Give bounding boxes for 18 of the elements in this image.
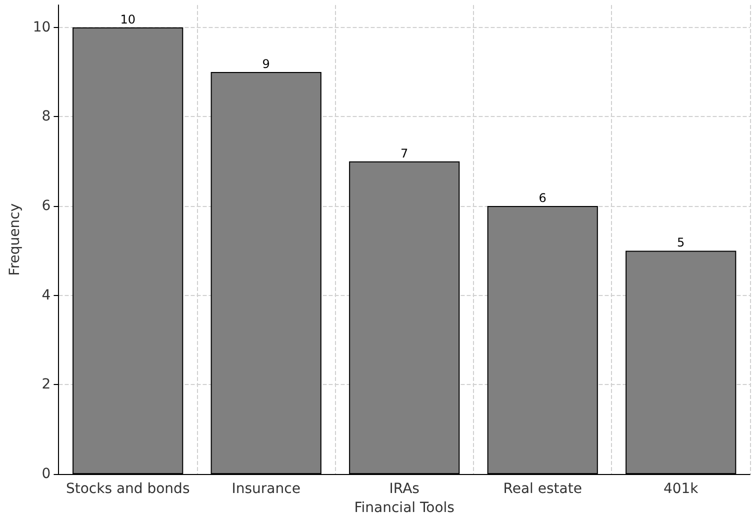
y-tick-label: 10 xyxy=(32,19,51,36)
x-tick-label: Stocks and bonds xyxy=(66,481,190,498)
x-tick-label: Real estate xyxy=(503,481,582,498)
x-axis-title: Financial Tools xyxy=(354,500,454,516)
x-tick-label: Insurance xyxy=(232,481,300,498)
y-tick-label: 2 xyxy=(42,376,51,393)
y-tick-label: 4 xyxy=(42,287,51,304)
data-label: 5 xyxy=(677,236,685,250)
y-axis-title: Frequency xyxy=(7,203,23,276)
data-label: 9 xyxy=(262,57,270,72)
x-tick-label: 401k xyxy=(663,481,700,498)
data-label: 10 xyxy=(120,12,136,26)
y-tick-label: 0 xyxy=(42,466,51,482)
data-label: 7 xyxy=(400,146,408,160)
x-tick-label: IRAs xyxy=(389,481,420,498)
y-tick-label: 8 xyxy=(42,108,51,125)
y-tick-label: 6 xyxy=(42,198,51,214)
data-label: 6 xyxy=(538,191,546,206)
